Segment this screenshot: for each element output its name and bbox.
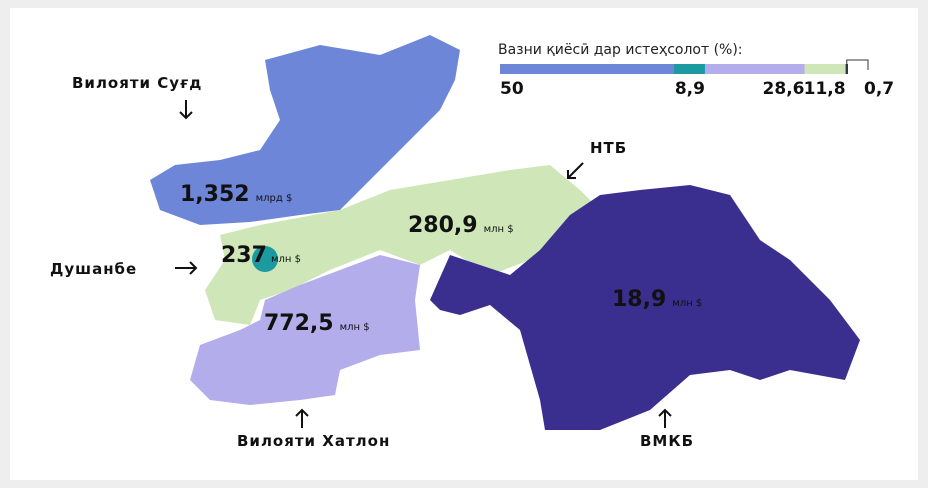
region-khatlon [190, 255, 420, 405]
legend-segment [674, 64, 705, 74]
region-unit: млн $ [271, 254, 301, 265]
region-unit: млн $ [672, 298, 702, 309]
legend-title: Вазни қиёсӣ дар истеҳсолот (%): [498, 42, 743, 58]
dushanbe-dot [252, 246, 278, 272]
legend-label: 0,7 [864, 79, 894, 99]
region-gbao [430, 185, 860, 430]
region-amount: 18,9 [612, 287, 666, 312]
region-name: Вилояти Хатлон [237, 432, 390, 450]
legend-segment [804, 64, 846, 74]
arrow [658, 408, 672, 428]
region-unit: млн $ [340, 322, 370, 333]
arrow [175, 261, 198, 275]
region-rrs [205, 165, 595, 325]
legend-label: 28,6 [763, 79, 805, 99]
region-amount: 1,352 [180, 182, 250, 207]
legend-label: 11,8 [804, 79, 846, 99]
region-amount: 772,5 [264, 311, 334, 336]
region-amount: 237 [221, 243, 267, 268]
region-name: НТБ [590, 139, 627, 157]
region-name: ВМКБ [640, 432, 694, 450]
region-unit: млрд $ [256, 193, 293, 204]
arrow [295, 408, 309, 428]
legend-segment [704, 64, 805, 74]
legend-label: 50 [500, 79, 524, 99]
region-amount: 280,9 [408, 213, 478, 238]
region-name: Душанбе [50, 260, 137, 278]
legend-segment [500, 64, 674, 74]
region-name: Вилояти Суғд [72, 74, 202, 92]
region-sughd [150, 35, 460, 225]
arrow [179, 100, 193, 120]
arrow [567, 162, 584, 179]
legend: 50 8,9 28,6 11,8 0,7 [500, 59, 894, 99]
legend-label: 8,9 [675, 79, 705, 99]
region-unit: млн $ [484, 224, 514, 235]
leader [846, 59, 869, 74]
